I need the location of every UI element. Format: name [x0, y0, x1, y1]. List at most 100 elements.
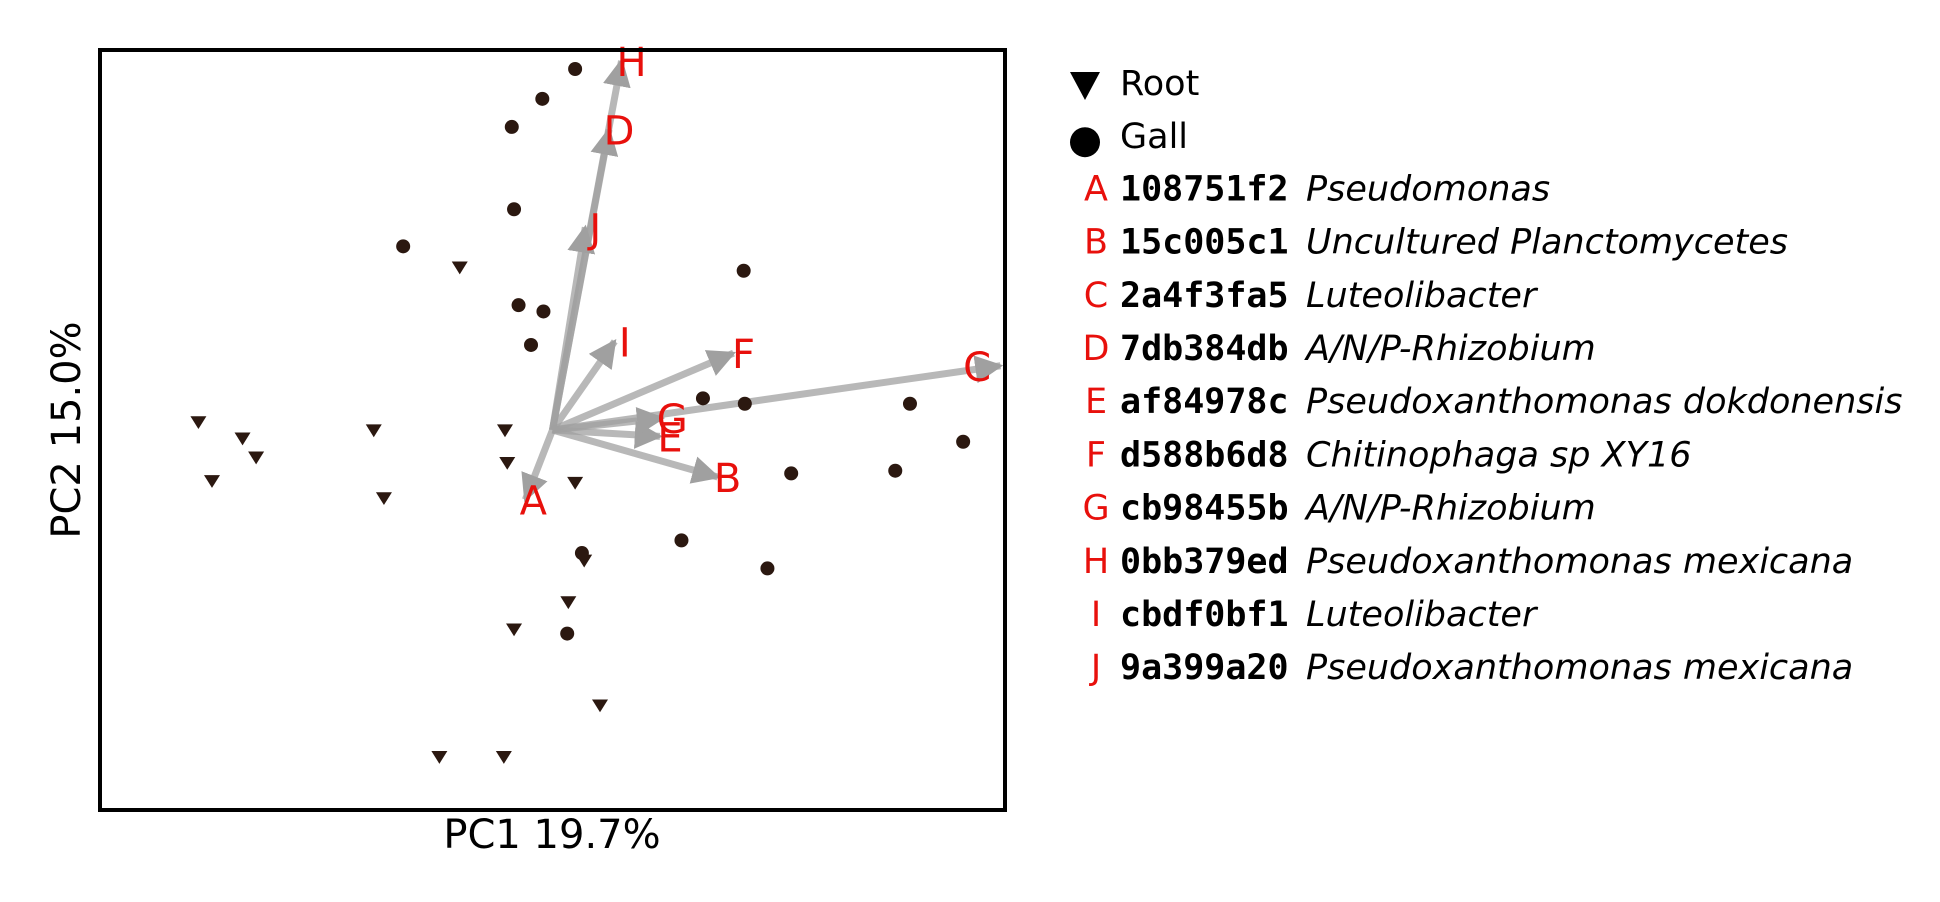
- gall-point-14: [784, 466, 799, 481]
- root-point-13: [592, 699, 609, 713]
- legend-entry-D: D 7db384db A/N/P-Rhizobium: [1083, 329, 1596, 369]
- root-point-14: [431, 751, 448, 764]
- root-point-6: [496, 424, 513, 438]
- root-point-2: [248, 451, 265, 465]
- root-point-5: [375, 492, 392, 506]
- legend-letter-E: E: [1085, 382, 1107, 422]
- legend-taxon-G: A/N/P-Rhizobium: [1304, 489, 1596, 529]
- legend-entry-A: A 108751f2 Pseudomonas: [1084, 169, 1550, 209]
- gall-point-6: [536, 304, 551, 319]
- root-point-0: [190, 416, 207, 430]
- loading-label-C: C: [963, 345, 991, 391]
- legend: Root Gall A 108751f2 Pseudomonas B 15c005c1 Unc…: [1070, 64, 1902, 688]
- gall-point-11: [902, 396, 917, 411]
- loading-arrow-A: [521, 428, 556, 503]
- legend-letter-I: I: [1091, 595, 1101, 635]
- root-point-8: [567, 476, 584, 490]
- loading-label-D: D: [604, 109, 635, 155]
- loading-label-A: A: [520, 479, 548, 525]
- legend-id-J: 9a399a20: [1120, 648, 1289, 688]
- gall-point-5: [511, 298, 526, 313]
- loading-arrow-J: [549, 224, 596, 431]
- root-point-7: [499, 456, 516, 470]
- y-axis-label: PC2 15.0%: [44, 321, 90, 538]
- gall-point-12: [956, 434, 971, 449]
- legend-letter-H: H: [1083, 542, 1109, 582]
- loading-arrow-G: [552, 407, 666, 435]
- data-points: [190, 62, 971, 764]
- loading-arrows: [521, 58, 1004, 503]
- legend-id-B: 15c005c1: [1120, 223, 1289, 263]
- gall-point-7: [524, 337, 539, 352]
- loading-label-J: J: [586, 206, 601, 252]
- plot-area: A B C D E FG H I J: [190, 40, 1004, 764]
- gall-point-15: [674, 533, 689, 548]
- legend-letter-F: F: [1086, 435, 1106, 475]
- loading-arrow-F: [551, 349, 737, 434]
- legend-id-F: d588b6d8: [1120, 435, 1289, 475]
- legend-letter-B: B: [1084, 223, 1108, 263]
- legend-root-label: Root: [1120, 64, 1199, 104]
- legend-entry-gall: Gall: [1070, 117, 1188, 158]
- gall-point-9: [695, 391, 710, 406]
- gall-point-8: [736, 263, 751, 278]
- gall-point-18: [560, 626, 575, 641]
- loading-label-F: F: [732, 332, 755, 378]
- legend-gall-marker: [1070, 127, 1100, 158]
- root-point-4: [365, 424, 382, 438]
- gall-point-10: [737, 396, 752, 411]
- legend-id-A: 108751f2: [1120, 169, 1289, 209]
- legend-taxon-D: A/N/P-Rhizobium: [1304, 329, 1596, 369]
- legend-taxon-H: Pseudoxanthomonas mexicana: [1306, 542, 1853, 582]
- root-point-15: [495, 751, 512, 764]
- gall-point-4: [396, 239, 411, 254]
- gall-point-0: [568, 62, 583, 76]
- gall-point-17: [574, 546, 589, 561]
- legend-taxon-C: Luteolibacter: [1306, 276, 1539, 316]
- loading-arrow-B: [551, 426, 721, 484]
- legend-entry-H: H 0bb379ed Pseudoxanthomonas mexicana: [1083, 542, 1853, 582]
- root-point-1: [234, 432, 251, 446]
- gall-point-16: [760, 561, 775, 576]
- legend-entry-root: Root: [1070, 64, 1199, 104]
- legend-id-I: cbdf0bf1: [1120, 595, 1289, 635]
- plot-content: [190, 58, 1004, 764]
- legend-taxon-J: Pseudoxanthomonas mexicana: [1306, 648, 1853, 688]
- loading-labels: A B C D E FG H I J: [520, 40, 991, 525]
- legend-id-E: af84978c: [1120, 382, 1289, 422]
- legend-letter-J: J: [1089, 648, 1101, 688]
- legend-taxon-E: Pseudoxanthomonas dokdonensis: [1306, 382, 1902, 422]
- legend-id-G: cb98455b: [1120, 489, 1289, 529]
- legend-taxon-F: Chitinophaga sp XY16: [1306, 435, 1692, 475]
- loading-label-E: E: [657, 415, 682, 461]
- legend-letter-G: G: [1082, 489, 1109, 529]
- legend-root-marker: [1070, 72, 1100, 100]
- loading-label-B: B: [714, 456, 741, 502]
- root-point-11: [560, 596, 577, 610]
- legend-entry-B: B 15c005c1 Uncultured Planctomycetes: [1084, 223, 1788, 263]
- legend-letter-A: A: [1084, 169, 1108, 209]
- x-axis-label: PC1 19.7%: [443, 812, 660, 858]
- legend-letter-D: D: [1083, 329, 1110, 369]
- legend-id-D: 7db384db: [1120, 329, 1289, 369]
- gall-point-2: [504, 119, 519, 134]
- gall-point-3: [507, 202, 522, 217]
- legend-entry-J: J 9a399a20 Pseudoxanthomonas mexicana: [1089, 648, 1853, 688]
- legend-id-H: 0bb379ed: [1120, 542, 1289, 582]
- legend-id-C: 2a4f3fa5: [1120, 276, 1289, 316]
- legend-taxon-I: Luteolibacter: [1306, 595, 1539, 635]
- legend-gall-label: Gall: [1120, 117, 1188, 157]
- root-point-9: [451, 261, 468, 275]
- loading-arrow-I: [549, 339, 618, 433]
- legend-taxon-B: Uncultured Planctomycetes: [1306, 223, 1788, 263]
- loading-label-H: H: [616, 40, 646, 86]
- plot-frame: [98, 48, 1007, 812]
- root-point-3: [203, 475, 220, 488]
- loading-label-I: I: [619, 320, 631, 366]
- gall-point-13: [888, 463, 903, 478]
